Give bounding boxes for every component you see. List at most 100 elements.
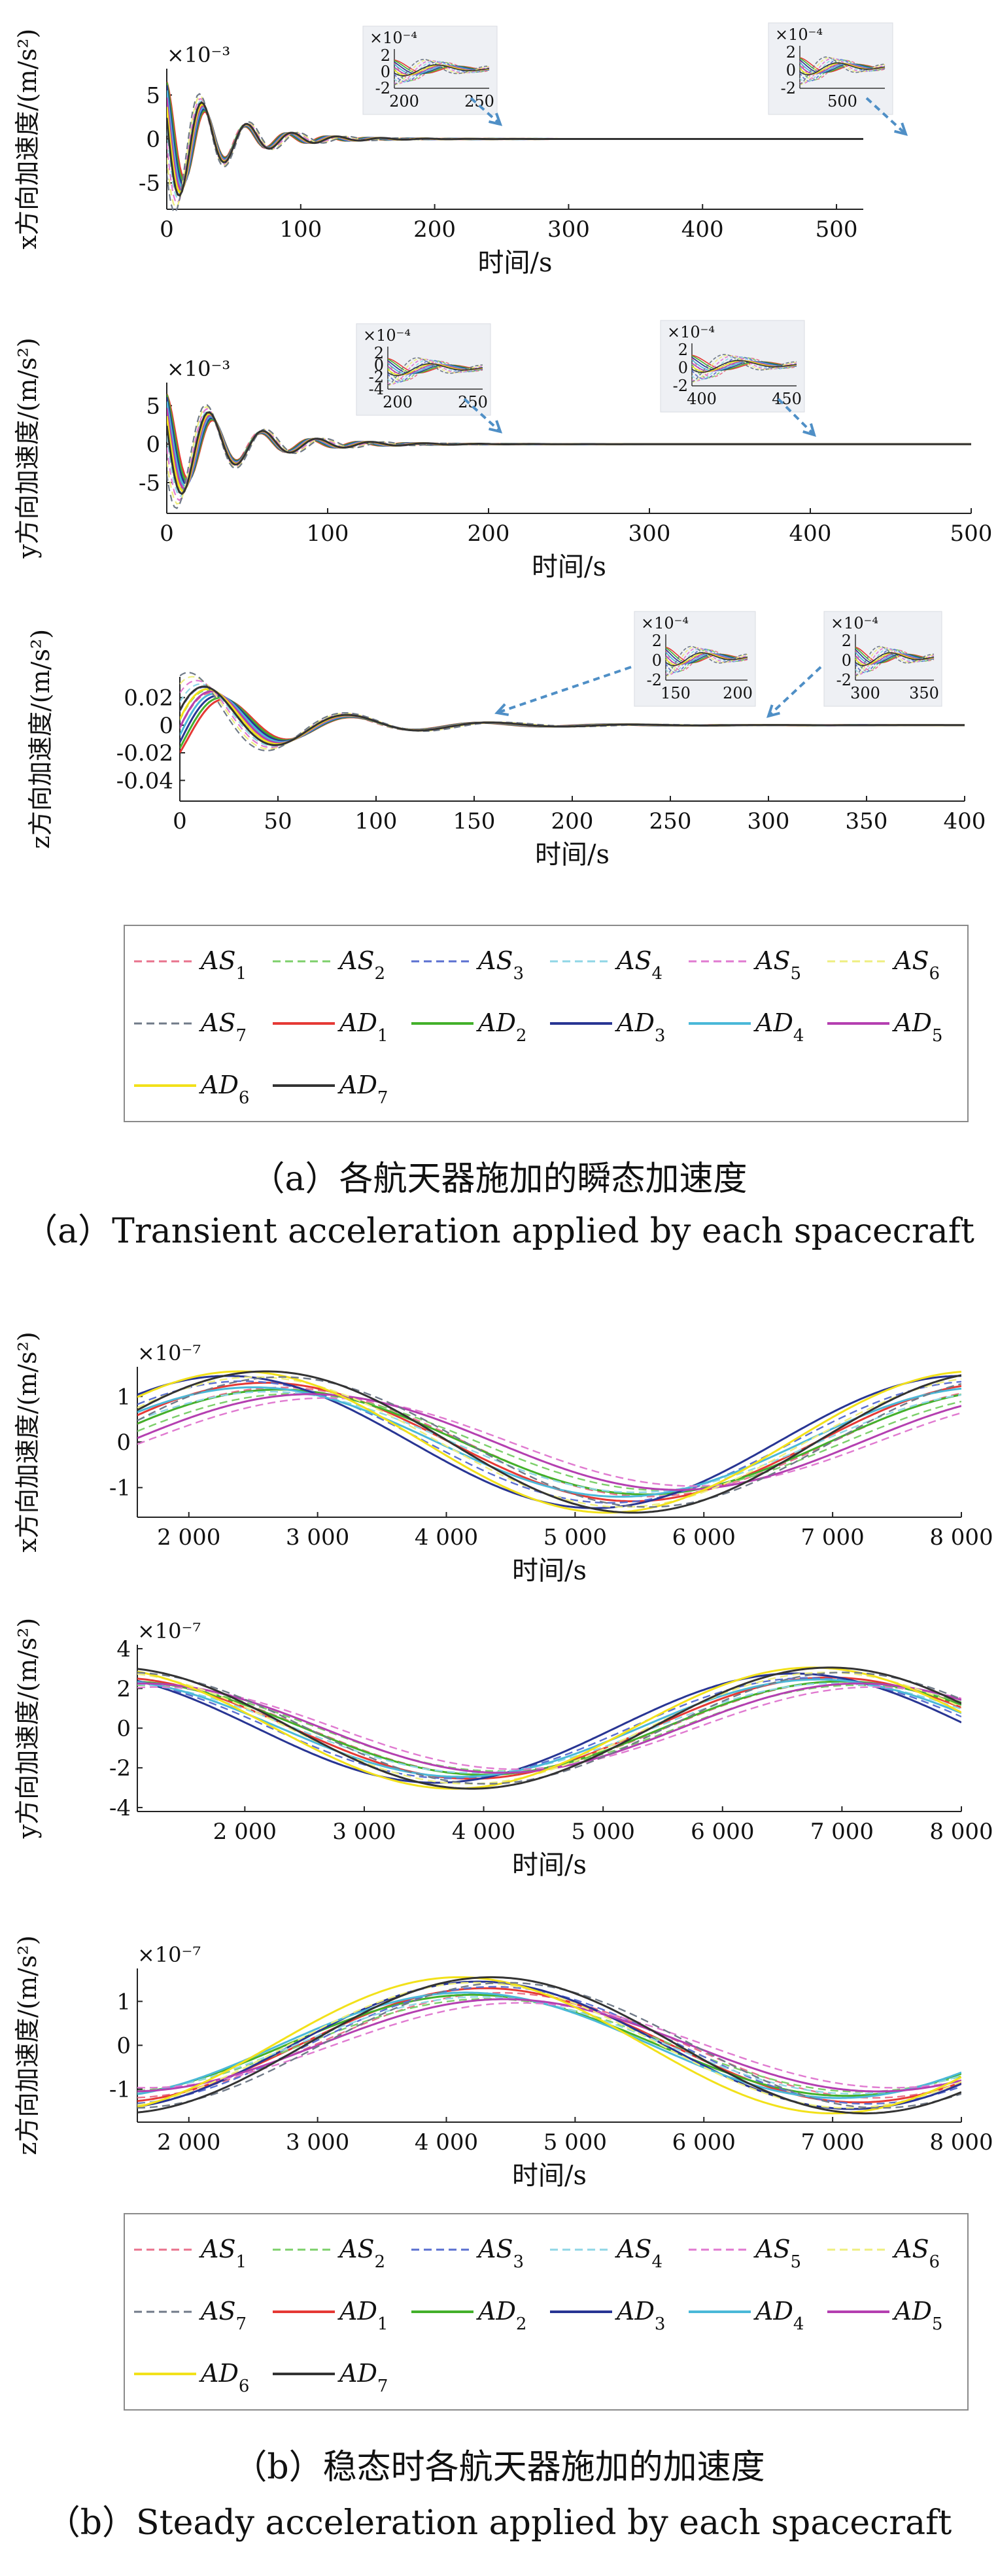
inset-series-AD2: [387, 358, 483, 374]
series-line-AD6: [137, 1370, 961, 1514]
inset-series-AD7: [691, 360, 797, 373]
x-tick-label: 400: [789, 521, 832, 547]
series-line-AS1: [137, 1681, 961, 1776]
y-tick-label: 1: [116, 1989, 131, 2015]
series-line-AD7: [137, 1666, 961, 1790]
series-line-AS5: [167, 98, 863, 204]
inset-x-tick-label: 250: [458, 393, 488, 411]
inset-series-AS7: [799, 56, 886, 86]
legend-label-AD2: AD2: [476, 1008, 526, 1046]
series-line-AD1: [167, 81, 863, 181]
caption-a-chinese: （a）各航天器施加的瞬态加速度: [250, 1159, 748, 1199]
inset-series-AS4: [799, 58, 886, 83]
caption-a-english: （a）Transient acceleration applied by eac…: [24, 1212, 974, 1251]
y-axis-label: z方向加速度/(m/s²): [26, 629, 55, 849]
x-axis-label: 时间/s: [535, 840, 610, 870]
series-line-AS4: [137, 1996, 961, 2095]
inset-y-tick-label: 0: [678, 359, 688, 377]
x-axis-label: 时间/s: [512, 2161, 587, 2191]
series-group: [167, 393, 971, 509]
x-tick-label: 500: [950, 521, 993, 547]
series-group: [137, 1370, 961, 1514]
y-axis-label: x方向加速度/(m/s²): [13, 1331, 42, 1552]
inset-series-AD1: [691, 354, 797, 371]
series-line-AD1: [137, 1381, 961, 1503]
axis-exponent: ×10⁻⁷: [137, 1619, 201, 1643]
y-tick-label: 5: [146, 393, 160, 419]
series-line-AD2: [167, 82, 863, 184]
y-tick-label: 5: [146, 82, 160, 109]
inset-x-tick-label: 400: [687, 390, 717, 408]
series-line-AD2: [137, 1388, 961, 1496]
y-tick-label: 0: [116, 2033, 131, 2059]
axis-exponent: ×10⁻⁷: [137, 1942, 201, 1967]
series-line-AD5: [167, 407, 971, 490]
x-tick-label: 0: [160, 216, 174, 243]
inset-x-tick-label: 350: [909, 684, 939, 702]
inset-exponent: ×10⁻⁴: [363, 326, 411, 345]
series-line-AD4: [137, 1386, 961, 1498]
series-line-AS4: [167, 410, 971, 497]
x-tick-label: 4 000: [452, 1819, 515, 1845]
inset-series-AS5: [855, 647, 935, 676]
inset-y-tick-label: -2: [836, 671, 852, 689]
x-tick-label: 200: [551, 808, 594, 834]
chart-tz: 0 50 100 150 200 250 300 350 4000.020-0.02-0.04时…: [26, 611, 986, 870]
legend-label-AS6: AS6: [892, 2235, 940, 2272]
legend-label-AS4: AS4: [615, 946, 662, 984]
legend-label-AD7: AD7: [337, 2359, 388, 2396]
arrow-head: [802, 423, 816, 437]
series-line-AD2: [137, 1993, 961, 2097]
y-tick-label: 4: [116, 1636, 131, 1662]
x-tick-label: 300: [748, 808, 790, 834]
inset-series-AS7: [387, 357, 483, 386]
y-axis-label: x方向加速度/(m/s²): [13, 29, 42, 249]
axis-exponent: ×10⁻⁷: [137, 1341, 201, 1365]
series-line-AD2: [137, 1680, 961, 1776]
axis-exponent: ×10⁻³: [167, 356, 230, 381]
x-tick-label: 5 000: [543, 2129, 607, 2155]
inset-y-tick-label: -2: [673, 377, 688, 395]
series-line-AS2: [137, 1393, 961, 1491]
chart-sy: 2 000 3 000 4 000 5 000 6 000 7 000 8 000 4 2 0 -2…: [13, 1618, 993, 1880]
x-tick-label: 300: [628, 521, 671, 547]
y-axis-label: y方向加速度/(m/s²): [13, 337, 42, 559]
series-line-AS5: [137, 1686, 961, 1770]
x-tick-label: 2 000: [213, 1819, 277, 1845]
legend-label-AD7: AD7: [337, 1071, 388, 1108]
inset-pointer-arrow: [767, 666, 822, 717]
inset-series-AS4: [665, 647, 748, 674]
series-line-AS2: [137, 1998, 961, 2093]
series-line-AD7: [167, 411, 971, 496]
y-tick-label: 0: [159, 713, 173, 739]
y-tick-label: -1: [109, 1475, 131, 1502]
x-tick-label: 200: [413, 216, 456, 243]
inset-exponent: ×10⁻⁴: [775, 26, 823, 44]
x-tick-label: 6 000: [672, 1524, 736, 1551]
x-tick-label: 2 000: [157, 1524, 220, 1551]
chart-ty: 0 100 200 300 400 50050-5×10⁻³时间/sy方向加速度/(m/s…: [13, 320, 992, 582]
series-line-AD7: [167, 101, 863, 197]
legend-label-AS2: AS2: [337, 946, 385, 984]
inset-y-tick-label: 0: [652, 651, 662, 670]
x-tick-label: 3 000: [286, 1524, 349, 1551]
inset-pointer-arrow: [865, 97, 907, 135]
y-tick-label: 0: [116, 1430, 131, 1456]
x-tick-label: 200: [468, 521, 510, 547]
inset-x-tick-label: 450: [772, 390, 802, 408]
inset-series-AS3: [691, 356, 797, 380]
inset-y-tick-label: 0: [842, 651, 852, 670]
series-line-AS5: [167, 407, 971, 502]
y-tick-label: -4: [109, 1795, 131, 1821]
y-tick-label: 2: [116, 1676, 131, 1702]
series-line-AS7: [137, 1376, 961, 1508]
legend-label-AD4: AD4: [753, 2297, 804, 2334]
series-line-AD3: [167, 397, 971, 485]
inset-series-AS7: [665, 645, 748, 677]
x-tick-label: 0: [160, 521, 174, 547]
